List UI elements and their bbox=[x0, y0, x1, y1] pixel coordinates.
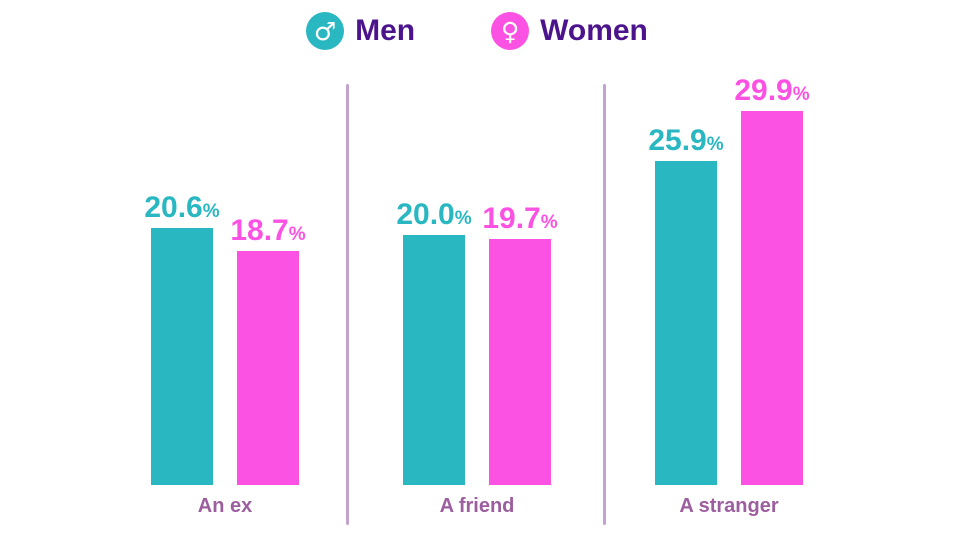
group-divider bbox=[603, 84, 606, 525]
legend: ♂ Men ♀ Women bbox=[0, 12, 954, 50]
bar-women-a-stranger bbox=[741, 111, 803, 485]
bar-men-a-friend bbox=[403, 235, 465, 485]
barwrap-men-a-friend: 20.0% bbox=[396, 200, 472, 485]
barwrap-women-a-friend: 19.7% bbox=[482, 203, 558, 485]
value-label-men-a-stranger: 25.9% bbox=[648, 124, 724, 158]
bar-men-a-stranger bbox=[655, 161, 717, 485]
bar-chart: 20.6% 18.7% An ex 20.0% 19.7% A friend 25.9% 29… bbox=[0, 76, 954, 525]
female-icon: ♀ bbox=[491, 12, 530, 50]
barwrap-men-a-stranger: 25.9% bbox=[648, 126, 724, 485]
category-label-a-stranger: A stranger bbox=[679, 495, 779, 517]
bar-group-a-friend: 20.0% 19.7% bbox=[396, 200, 558, 485]
bar-women-an-ex bbox=[237, 251, 299, 485]
bar-women-a-friend bbox=[489, 238, 551, 485]
value-label-women-a-friend: 19.7% bbox=[482, 201, 558, 235]
legend-label-men: Men bbox=[355, 14, 416, 47]
barwrap-men-an-ex: 20.6% bbox=[144, 192, 220, 485]
legend-item-women: ♀ Women bbox=[491, 12, 648, 50]
bar-group-a-stranger: 25.9% 29.9% bbox=[648, 76, 810, 485]
bar-men-an-ex bbox=[151, 227, 213, 485]
value-label-men-an-ex: 20.6% bbox=[144, 190, 220, 224]
value-label-women-an-ex: 18.7% bbox=[230, 214, 306, 248]
value-label-men-a-friend: 20.0% bbox=[396, 198, 472, 231]
barwrap-women-a-stranger: 29.9% bbox=[734, 76, 810, 485]
category-label-a-friend: A friend bbox=[439, 495, 515, 517]
value-label-women-a-stranger: 29.9% bbox=[734, 74, 810, 108]
legend-label-women: Women bbox=[540, 14, 648, 47]
male-icon: ♂ bbox=[306, 12, 345, 50]
legend-item-men: ♂ Men bbox=[306, 12, 415, 50]
barwrap-women-an-ex: 18.7% bbox=[230, 216, 306, 485]
category-label-an-ex: An ex bbox=[197, 495, 253, 517]
bar-group-an-ex: 20.6% 18.7% bbox=[144, 192, 306, 485]
group-divider bbox=[346, 84, 349, 525]
